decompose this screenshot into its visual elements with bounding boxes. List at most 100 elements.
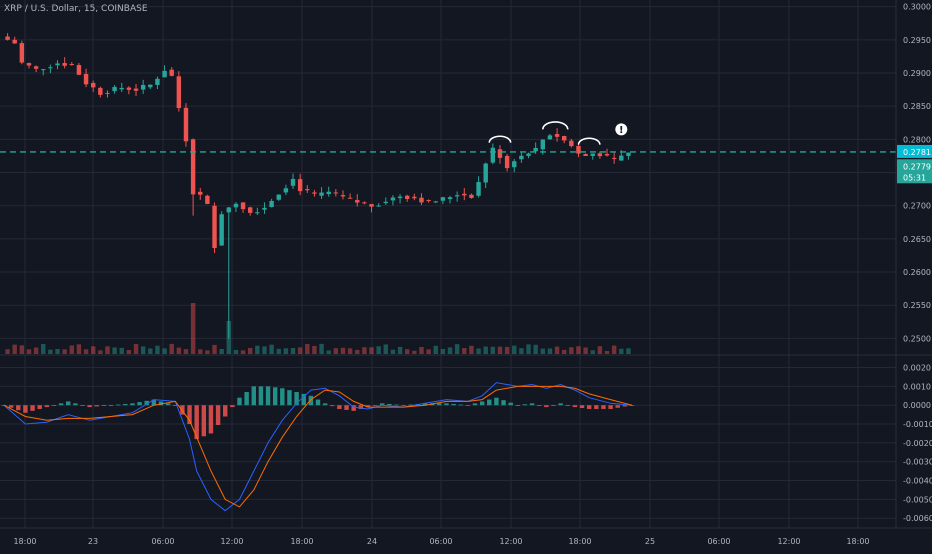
candle-body <box>590 153 595 156</box>
axes: 0.30000.29500.29000.28500.28000.27500.27… <box>13 3 932 546</box>
countdown-label: 05:31 <box>903 173 926 182</box>
volume-bar <box>419 347 424 354</box>
candle-body <box>469 194 474 198</box>
candle-body <box>433 201 438 203</box>
volume-bar <box>611 345 617 354</box>
histogram-bar <box>629 405 635 407</box>
candle-body <box>619 155 624 161</box>
volume-bar <box>369 347 374 354</box>
volume-bar <box>619 348 624 354</box>
signal-line <box>3 385 633 508</box>
histogram-bar <box>151 399 157 406</box>
level-price-badge <box>897 144 932 158</box>
candle-body <box>490 147 496 163</box>
candle-body <box>26 63 32 66</box>
histogram-bar <box>601 405 606 409</box>
histogram-bar <box>451 403 456 406</box>
price-tick-label: 0.2650 <box>903 235 931 244</box>
price-tick-label: 0.2700 <box>903 202 931 211</box>
histogram-bar <box>479 401 485 406</box>
histogram-bar <box>230 405 235 408</box>
histogram-bar <box>201 405 207 437</box>
volume-bar <box>98 350 103 354</box>
histogram-bar <box>494 397 499 406</box>
candle-body <box>112 86 117 92</box>
candle-body <box>569 140 574 147</box>
macd-histogram <box>1 386 635 440</box>
volume-bar <box>526 344 531 354</box>
histogram-bar <box>66 401 71 406</box>
volume-bars <box>5 303 631 354</box>
histogram-bar <box>622 405 628 407</box>
volume-bar <box>326 350 331 354</box>
candle-body <box>41 69 46 71</box>
candle-body <box>340 195 346 197</box>
volume-bar <box>290 347 296 354</box>
candle-body <box>212 205 217 249</box>
histogram-bar <box>337 405 342 409</box>
volume-bar <box>183 349 189 354</box>
symbol-title[interactable]: XRP / U.S. Dollar, 15, COINBASE <box>4 4 148 14</box>
histogram-bar <box>180 405 185 415</box>
histogram-bar <box>237 397 242 406</box>
candle-body <box>255 212 260 214</box>
histogram-bar <box>537 405 542 407</box>
high-arc-annotation <box>541 121 569 130</box>
histogram-bar <box>508 402 513 406</box>
volume-bar <box>276 348 281 354</box>
volume-bar <box>176 347 182 354</box>
time-tick-label: 06:00 <box>151 537 174 546</box>
volume-bar <box>376 346 381 354</box>
volume-bar <box>319 343 324 354</box>
candle-body <box>155 78 160 85</box>
macd-tick-label: -0.0060 <box>903 514 932 523</box>
volume-bar <box>347 348 353 354</box>
candle-body <box>297 179 303 192</box>
histogram-bar <box>272 387 278 406</box>
volume-bar <box>198 349 203 354</box>
candle-body <box>48 67 53 69</box>
time-tick-label: 18:00 <box>568 537 591 546</box>
candle-body <box>347 197 353 199</box>
candle-body <box>540 139 546 150</box>
candle-body <box>269 200 274 208</box>
histogram-bar <box>58 403 64 406</box>
candle-body <box>169 69 174 76</box>
candle-body <box>133 88 139 91</box>
candle-body <box>476 182 481 196</box>
volume-bar <box>390 349 396 354</box>
volume-bar <box>26 349 32 354</box>
candle-body <box>404 195 410 199</box>
candle-body <box>98 87 103 95</box>
histogram-bar <box>330 405 335 407</box>
candle-body <box>162 70 167 78</box>
macd-tick-label: -0.0050 <box>903 495 932 504</box>
histogram-bar <box>558 403 563 406</box>
histogram-bar <box>308 395 314 406</box>
volume-bar <box>362 347 367 354</box>
histogram-bar <box>173 405 178 407</box>
candle-body <box>383 201 389 204</box>
volume-bar <box>247 348 253 354</box>
histogram-bar <box>51 405 57 407</box>
histogram-bar <box>394 404 399 406</box>
volume-bar <box>333 348 339 354</box>
candle-body <box>119 87 124 90</box>
candle-body <box>183 107 189 142</box>
histogram-bar <box>223 405 228 417</box>
macd-tick-label: 0.0000 <box>903 401 931 410</box>
price-tick-label: 0.2500 <box>903 334 931 343</box>
candle-body <box>290 178 296 186</box>
histogram-bar <box>544 405 549 408</box>
candle-body <box>390 197 396 201</box>
volume-bar <box>162 348 167 354</box>
time-tick-label: 18:00 <box>290 537 313 546</box>
volume-bar <box>33 347 39 354</box>
histogram-bar <box>101 405 107 407</box>
volume-bar <box>412 350 417 354</box>
candle-body <box>483 163 488 183</box>
volume-bar <box>583 347 588 354</box>
candle-body <box>283 188 289 193</box>
candle-body <box>126 87 132 90</box>
histogram-bar <box>515 405 521 407</box>
